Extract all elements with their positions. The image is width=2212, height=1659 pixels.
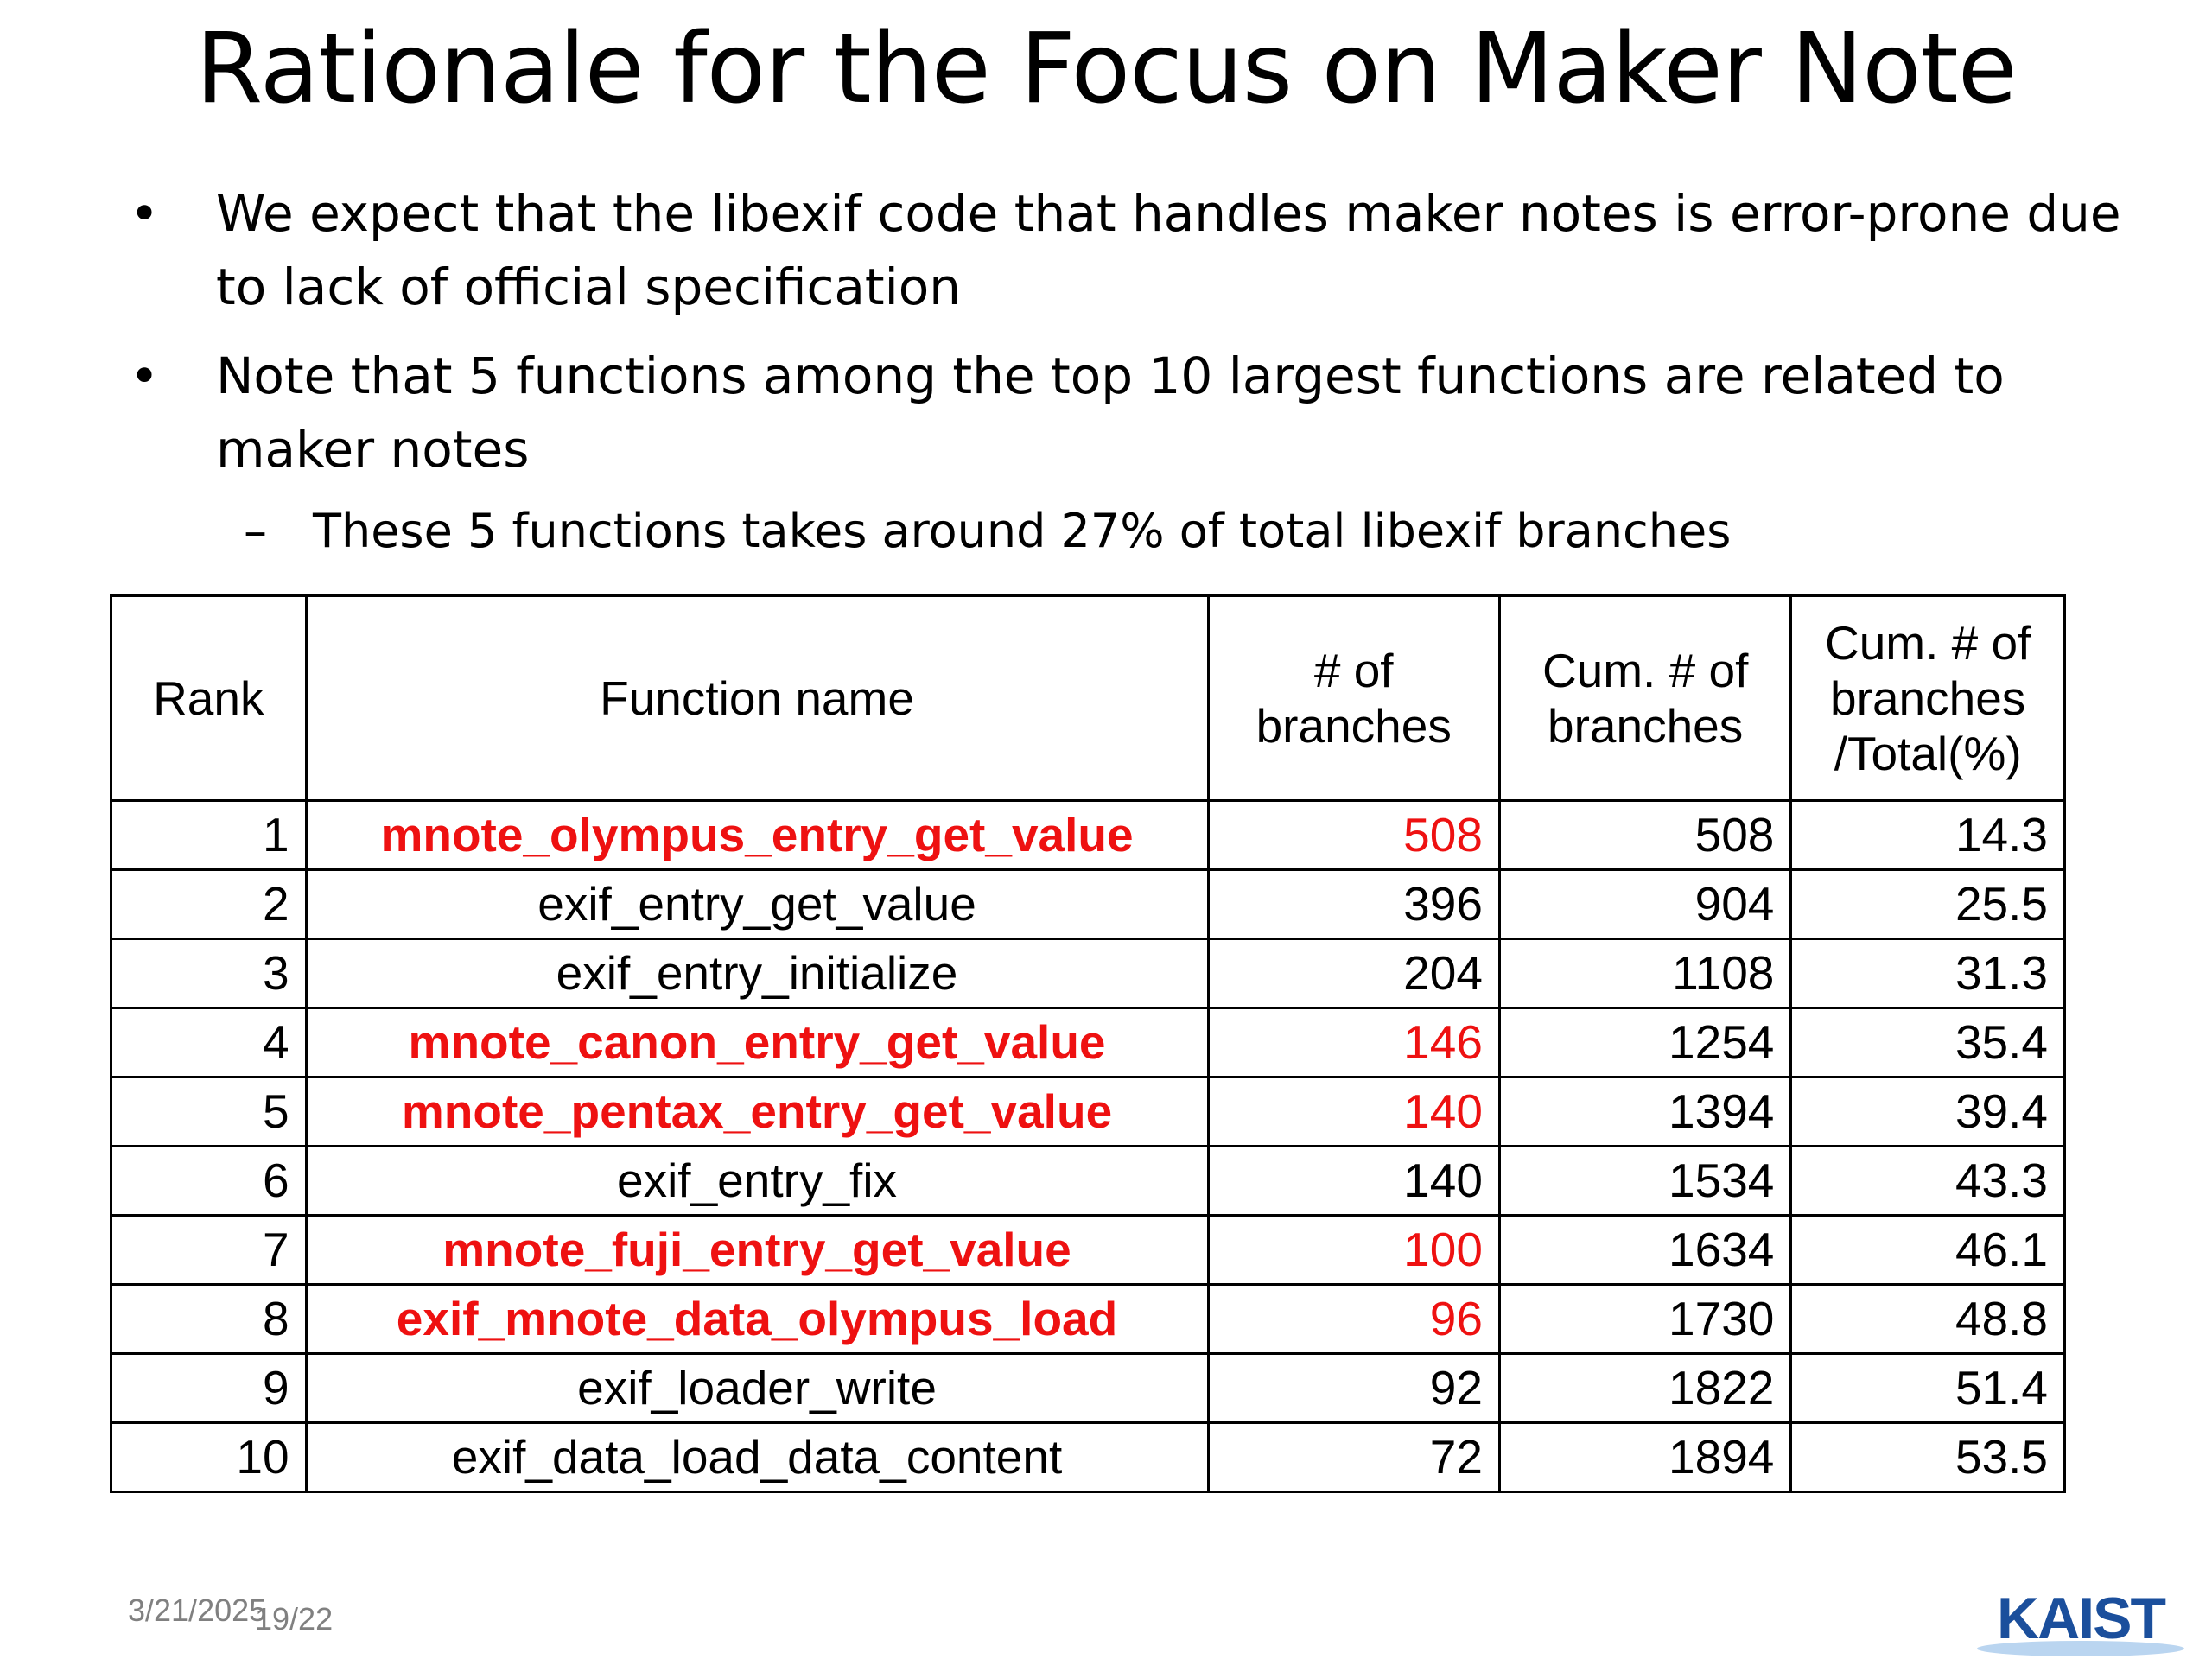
kaist-logo: KAIST — [1977, 1586, 2184, 1656]
branches-cell: 146 — [1206, 1007, 1501, 1078]
table-row: 5 mnote_pentax_entry_get_value 140 1394 39.4 — [110, 1076, 2066, 1147]
function-name-cell: exif_entry_initialize — [304, 938, 1210, 1009]
function-name-cell: exif_data_load_data_content — [304, 1421, 1210, 1493]
cum-branches-cell: 1394 — [1497, 1076, 1793, 1147]
bullet-text: Note that 5 functions among the top 10 l… — [216, 346, 2005, 479]
branches-cell: 140 — [1206, 1076, 1501, 1147]
footer-date: 3/21/2025 — [128, 1592, 267, 1628]
rank-cell: 5 — [110, 1076, 308, 1147]
function-name-cell: exif_entry_fix — [304, 1145, 1210, 1217]
sub-bullet-item: – These 5 functions takes around 27% of … — [130, 497, 2143, 566]
cum-pct-cell: 31.3 — [1789, 938, 2066, 1009]
header-function-name: Function name — [304, 594, 1210, 802]
cum-pct-cell: 51.4 — [1789, 1352, 2066, 1424]
header-cum-branches: Cum. # of branches — [1497, 594, 1793, 802]
table-row: 8 exif_mnote_data_olympus_load 96 1730 48.8 — [110, 1283, 2066, 1355]
header-rank: Rank — [110, 594, 308, 802]
table-row: 7 mnote_fuji_entry_get_value 100 1634 46.1 — [110, 1214, 2066, 1286]
cum-branches-cell: 1730 — [1497, 1283, 1793, 1355]
function-name-cell: mnote_canon_entry_get_value — [304, 1007, 1210, 1078]
bullet-list: • We expect that the libexif code that h… — [130, 177, 2143, 566]
function-name-cell: mnote_pentax_entry_get_value — [304, 1076, 1210, 1147]
rank-cell: 1 — [110, 799, 308, 871]
slide-title: Rationale for the Focus on Maker Note — [195, 13, 2017, 125]
table-row: 2 exif_entry_get_value 396 904 25.5 — [110, 868, 2066, 940]
table-row: 6 exif_entry_fix 140 1534 43.3 — [110, 1145, 2066, 1217]
sub-bullet-marker: – — [244, 504, 267, 558]
cum-pct-cell: 46.1 — [1789, 1214, 2066, 1286]
rank-cell: 7 — [110, 1214, 308, 1286]
bullet-text: We expect that the libexif code that han… — [216, 184, 2121, 316]
cum-branches-cell: 1534 — [1497, 1145, 1793, 1217]
header-branches: # of branches — [1206, 594, 1501, 802]
cum-branches-cell: 1634 — [1497, 1214, 1793, 1286]
cum-branches-cell: 1254 — [1497, 1007, 1793, 1078]
function-name-cell: exif_entry_get_value — [304, 868, 1210, 940]
table-row: 1 mnote_olympus_entry_get_value 508 508 14.3 — [110, 799, 2066, 871]
bullet-marker: • — [130, 346, 160, 405]
page-number: 19/22 — [255, 1601, 334, 1637]
rank-cell: 4 — [110, 1007, 308, 1078]
branches-cell: 508 — [1206, 799, 1501, 871]
sub-bullet-text: These 5 functions takes around 27% of to… — [313, 504, 1732, 558]
cum-branches-cell: 1108 — [1497, 938, 1793, 1009]
rank-cell: 2 — [110, 868, 308, 940]
rank-cell: 6 — [110, 1145, 308, 1217]
branches-cell: 204 — [1206, 938, 1501, 1009]
branches-cell: 92 — [1206, 1352, 1501, 1424]
bullet-item: • Note that 5 functions among the top 10… — [130, 340, 2143, 486]
table-row: 3 exif_entry_initialize 204 1108 31.3 — [110, 938, 2066, 1009]
branches-cell: 72 — [1206, 1421, 1501, 1493]
cum-branches-cell: 1894 — [1497, 1421, 1793, 1493]
cum-pct-cell: 35.4 — [1789, 1007, 2066, 1078]
table-row: 9 exif_loader_write 92 1822 51.4 — [110, 1352, 2066, 1424]
function-name-cell: exif_loader_write — [304, 1352, 1210, 1424]
rank-cell: 10 — [110, 1421, 308, 1493]
cum-branches-cell: 904 — [1497, 868, 1793, 940]
cum-branches-cell: 508 — [1497, 799, 1793, 871]
cum-pct-cell: 48.8 — [1789, 1283, 2066, 1355]
branches-cell: 96 — [1206, 1283, 1501, 1355]
cum-pct-cell: 25.5 — [1789, 868, 2066, 940]
rank-cell: 8 — [110, 1283, 308, 1355]
cum-pct-cell: 39.4 — [1789, 1076, 2066, 1147]
header-cum-pct: Cum. # of branches /Total(%) — [1789, 594, 2066, 802]
cum-branches-cell: 1822 — [1497, 1352, 1793, 1424]
table-row: 10 exif_data_load_data_content 72 1894 53.5 — [110, 1421, 2066, 1493]
logo-text: KAIST — [1997, 1586, 2165, 1651]
cum-pct-cell: 14.3 — [1789, 799, 2066, 871]
bullet-item: • We expect that the libexif code that h… — [130, 177, 2143, 324]
cum-pct-cell: 43.3 — [1789, 1145, 2066, 1217]
function-name-cell: mnote_fuji_entry_get_value — [304, 1214, 1210, 1286]
rank-cell: 3 — [110, 938, 308, 1009]
cum-pct-cell: 53.5 — [1789, 1421, 2066, 1493]
bullet-marker: • — [130, 184, 160, 243]
table-header-row: Rank Function name # of branches Cum. # … — [110, 594, 2066, 802]
function-name-cell: exif_mnote_data_olympus_load — [304, 1283, 1210, 1355]
branches-cell: 100 — [1206, 1214, 1501, 1286]
table-row: 4 mnote_canon_entry_get_value 146 1254 35.4 — [110, 1007, 2066, 1078]
branches-cell: 396 — [1206, 868, 1501, 940]
branches-cell: 140 — [1206, 1145, 1501, 1217]
table-body: 1 mnote_olympus_entry_get_value 508 508 14.3… — [110, 799, 2066, 1493]
function-name-cell: mnote_olympus_entry_get_value — [304, 799, 1210, 871]
branch-table: Rank Function name # of branches Cum. # … — [110, 594, 2066, 1493]
rank-cell: 9 — [110, 1352, 308, 1424]
